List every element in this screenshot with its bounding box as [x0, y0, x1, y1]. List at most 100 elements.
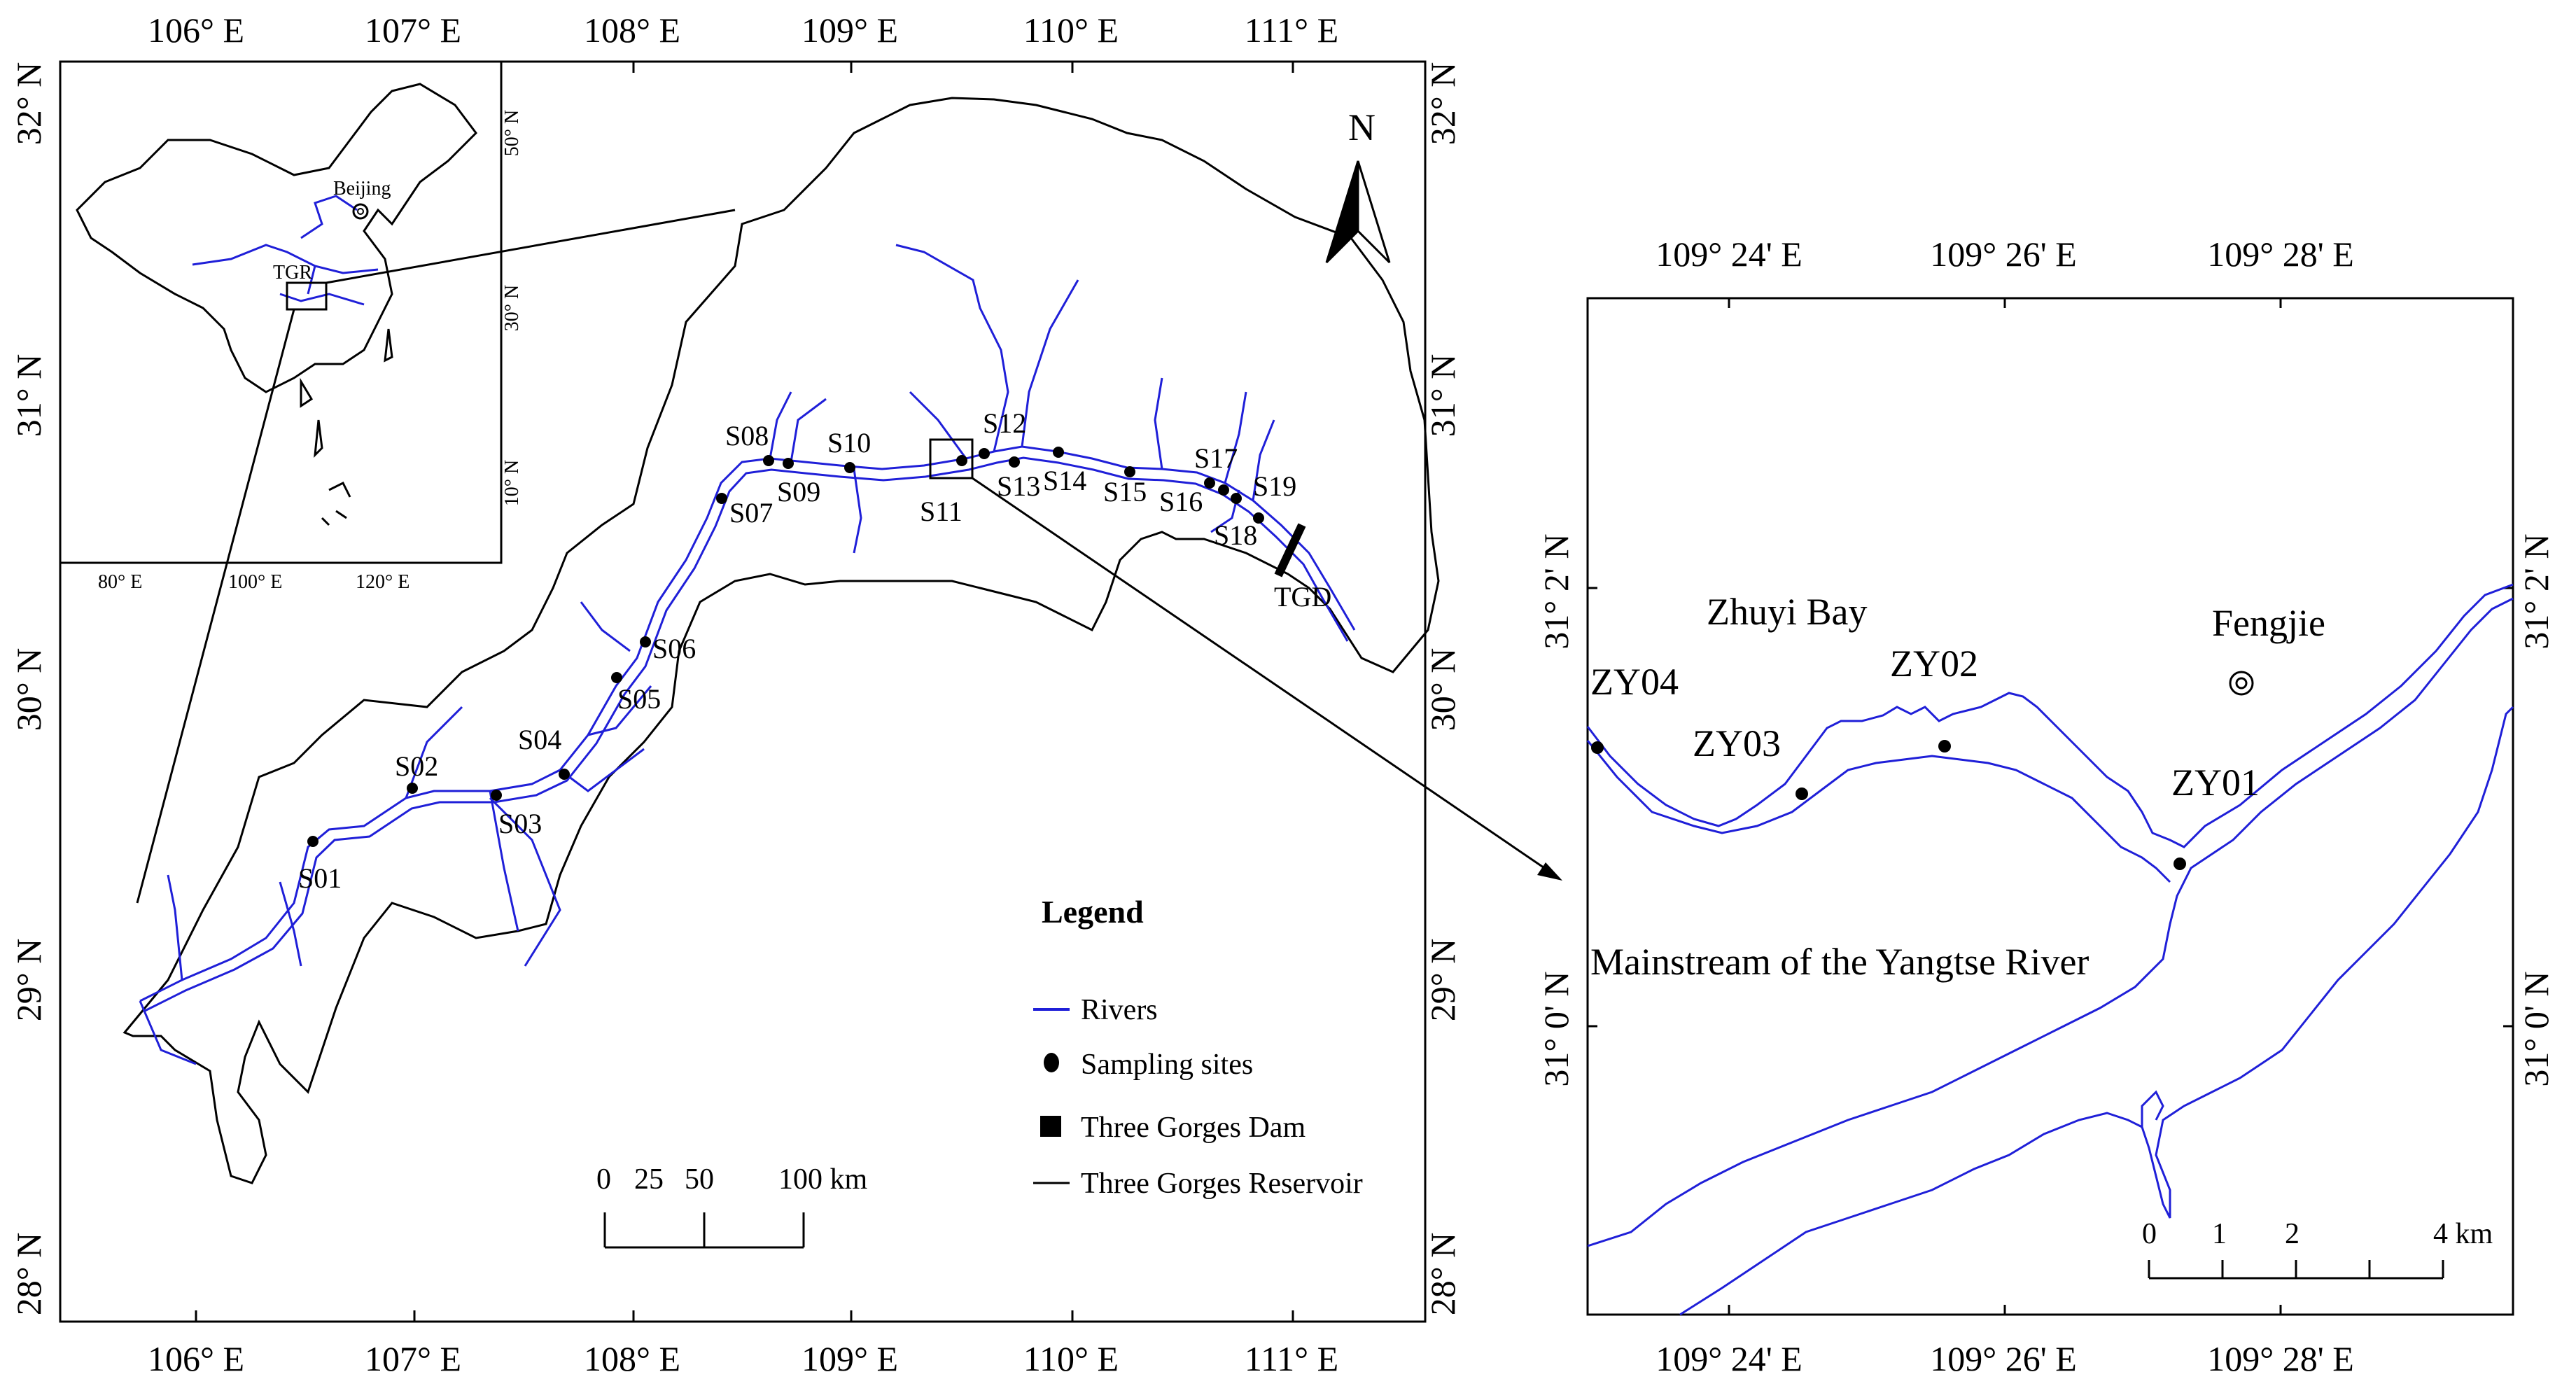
detail-lon-tick: 109° 28' E	[2207, 1339, 2354, 1378]
inset-lon-tick: 100° E	[228, 571, 282, 593]
yangtze-lower-bank	[1679, 706, 2514, 1316]
detail-lat-tick: 31° 0' N	[2516, 971, 2556, 1086]
main-map-frame	[59, 60, 1427, 1323]
lon-tick-label: 108° E	[584, 10, 680, 50]
lon-tick-label: 110° E	[1023, 10, 1119, 50]
detail-lon-tick: 109° 24' E	[1656, 234, 1802, 274]
site-label: S19	[1253, 470, 1296, 502]
detail-map: 109° 24' E 109° 26' E 109° 28' E 109° 24…	[1536, 234, 2556, 1378]
site-label: S01	[298, 862, 342, 894]
north-arrow: N	[1325, 106, 1391, 264]
beijing-marker	[352, 203, 369, 220]
site-marker	[1231, 493, 1242, 504]
zoom-arrow	[972, 477, 1562, 881]
lon-tick-label: 107° E	[365, 1339, 461, 1378]
site-marker	[1124, 466, 1135, 477]
site-label: S10	[827, 427, 871, 458]
site-marker	[559, 769, 570, 780]
zhuyi-bay-upper-bank	[1586, 583, 2514, 848]
site-marker	[783, 458, 794, 469]
zoom-box	[929, 438, 974, 479]
legend-item-rivers: Rivers	[1081, 994, 1158, 1026]
detail-lat-tick: 31° 2' N	[1536, 533, 1576, 649]
legend: Legend Rivers Sampling sites Three Gorge…	[1033, 894, 1363, 1200]
lat-tick-label: 31° N	[1423, 354, 1462, 438]
detail-lon-tick: 109° 26' E	[1930, 234, 2077, 274]
connector-line	[136, 309, 295, 904]
detail-scale-bar: 0 1 2 4 km	[2142, 1218, 2493, 1280]
zhuyi-bay-label: Zhuyi Bay	[1707, 591, 1867, 633]
lon-tick-label: 109° E	[802, 1339, 898, 1378]
legend-item-reservoir: Three Gorges Reservoir	[1081, 1168, 1363, 1200]
north-label: N	[1348, 106, 1376, 148]
lon-tick-label: 110° E	[1023, 1339, 1119, 1378]
inset-lat-tick: 50° N	[501, 110, 523, 156]
yangtze-river-bank	[143, 456, 1349, 1013]
site-marker	[491, 790, 502, 801]
tgr-label: TGR	[273, 262, 312, 284]
inset-lat-tick: 30° N	[501, 285, 523, 331]
lat-tick-label: 31° N	[9, 354, 48, 438]
lon-tick-label: 109° E	[802, 10, 898, 50]
detail-lat-tick: 31° 0' N	[1536, 971, 1576, 1086]
scale-label: 50	[685, 1163, 714, 1196]
connector-line	[326, 209, 736, 284]
site-label: S17	[1194, 442, 1238, 474]
main-top-ticks: 106° E 107° E 108° E 109° E 110° E 111° …	[148, 10, 1338, 73]
lat-tick-label: 32° N	[9, 62, 48, 146]
site-marker	[1053, 447, 1064, 458]
site-marker	[956, 455, 967, 466]
site-label: S02	[395, 750, 438, 782]
lat-tick-label: 29° N	[9, 939, 48, 1022]
zy-site-marker	[1938, 740, 1951, 752]
site-label: S07	[729, 497, 773, 528]
yangtze-river-main	[139, 445, 1356, 1002]
detail-scale-label: 2	[2285, 1218, 2300, 1250]
site-label: S16	[1159, 486, 1203, 517]
zy-site-label: ZY03	[1693, 722, 1781, 764]
site-marker	[1204, 477, 1215, 489]
site-marker	[1253, 512, 1264, 524]
reservoir-boundary	[122, 97, 1440, 1184]
site-marker	[979, 448, 990, 459]
lon-tick-label: 106° E	[148, 10, 244, 50]
dam-marker	[1274, 523, 1306, 578]
legend-site-swatch	[1044, 1053, 1059, 1072]
site-marker	[407, 783, 418, 794]
site-label: S03	[498, 808, 542, 839]
china-outline	[76, 83, 477, 393]
lon-tick-label: 107° E	[365, 10, 461, 50]
zhuyi-bay-lower-bank	[1586, 740, 2171, 883]
lon-tick-label: 111° E	[1245, 10, 1338, 50]
lat-tick-label: 32° N	[1423, 62, 1462, 146]
site-marker	[640, 636, 651, 648]
zy-site-label: ZY01	[2171, 762, 2260, 804]
fengjie-label: Fengjie	[2212, 602, 2325, 644]
scale-label: 100 km	[778, 1163, 868, 1196]
inset-lon-tick: 80° E	[98, 571, 142, 593]
tgr-box	[286, 281, 328, 311]
zy-site-marker	[1795, 788, 1808, 800]
yangtze-upper-bank	[1587, 597, 2514, 1247]
site-marker	[716, 493, 727, 504]
detail-lon-tick: 109° 24' E	[1656, 1339, 1802, 1378]
zy-site-marker	[2174, 858, 2186, 870]
lon-tick-label: 108° E	[584, 1339, 680, 1378]
site-label: S08	[725, 420, 769, 451]
site-marker	[1009, 456, 1020, 468]
scale-label: 0	[596, 1163, 611, 1196]
site-label: S15	[1103, 476, 1147, 507]
china-inset: Beijing TGR 80° E 100° E 120° E 50° N 30…	[59, 60, 523, 593]
site-label: S13	[997, 470, 1040, 502]
detail-lat-tick: 31° 2' N	[2516, 533, 2556, 649]
legend-item-dam: Three Gorges Dam	[1081, 1112, 1306, 1144]
main-right-lat-ticks: 32° N 31° N 30° N 29° N 28° N	[1423, 62, 1462, 1316]
lat-tick-label: 29° N	[1423, 939, 1462, 1022]
china-inset-frame	[59, 60, 503, 564]
site-label: S14	[1043, 465, 1086, 496]
main-left-lat-ticks: 32° N 31° N 30° N 29° N 28° N	[9, 62, 48, 1316]
site-label: S12	[983, 407, 1026, 439]
legend-dam-swatch	[1040, 1116, 1061, 1137]
dam-label: TGD	[1274, 581, 1331, 612]
